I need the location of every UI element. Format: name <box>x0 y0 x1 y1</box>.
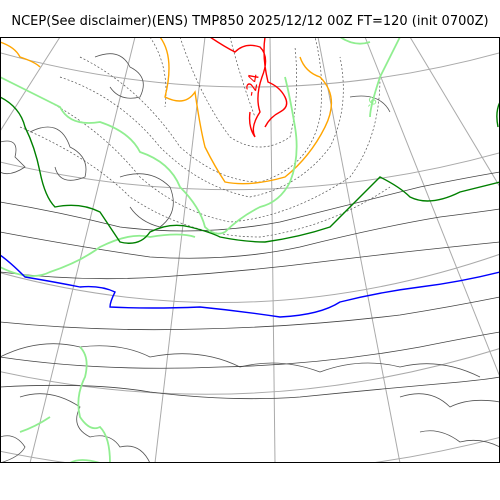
latitude-line <box>0 253 500 304</box>
coastline <box>399 393 500 408</box>
meridian-line <box>317 37 401 463</box>
coastline <box>419 430 500 448</box>
meridian-line <box>29 37 136 463</box>
coastline <box>0 435 26 463</box>
latitude-line <box>0 436 500 463</box>
graticule <box>0 37 500 463</box>
isotherm-lightgreen <box>19 416 51 433</box>
isotherm-green <box>0 96 500 244</box>
contour-label-lightgreen: -6 <box>363 94 380 111</box>
latitude-line <box>0 347 500 395</box>
coastline <box>94 53 144 99</box>
meridian-line <box>269 37 276 463</box>
map-panel: -24 -6 <box>0 37 500 463</box>
isotherm-red <box>209 37 288 138</box>
isotherm <box>0 376 500 400</box>
coastline <box>0 140 26 175</box>
chart-title: NCEP(See disclaimer)(ENS) TMP850 2025/12… <box>11 14 489 29</box>
latitude-line <box>0 152 500 191</box>
isotherm-dotted <box>149 37 167 108</box>
isotherm <box>0 208 500 259</box>
isotherm-dotted <box>179 37 297 148</box>
map-canvas: -24 -6 <box>0 37 500 463</box>
contour-label-red: -24 <box>243 72 263 97</box>
isotherm-dotted <box>59 56 344 198</box>
coastline <box>119 173 174 228</box>
isotherm-lightgreen <box>77 346 111 463</box>
isotherm-dotted <box>229 37 256 118</box>
isotherm <box>0 296 500 331</box>
isotherm-dotted <box>79 37 322 183</box>
meridian-line <box>0 37 61 133</box>
meridian-line <box>364 37 500 378</box>
coastline <box>349 95 391 113</box>
isotherm-orange <box>0 37 333 185</box>
isotherm-dotted <box>39 76 381 223</box>
coastline <box>29 126 87 181</box>
coastline <box>19 393 151 463</box>
coastline <box>0 343 481 378</box>
isotherm-dotted <box>19 126 391 238</box>
isotherm-lightgreen <box>0 233 196 277</box>
isotherm <box>0 331 500 369</box>
isotherms-thin <box>0 171 500 400</box>
isotherm <box>0 171 500 232</box>
meridian-line <box>409 37 500 188</box>
isotherms-dotted <box>19 37 391 238</box>
latitude-line <box>0 52 500 88</box>
isotherm-lightgreen <box>0 76 298 235</box>
isotherm-blue <box>0 254 500 318</box>
isotherms-lightgreen <box>0 37 401 463</box>
isotherm-lightgreen <box>339 37 401 118</box>
isotherm <box>0 241 500 280</box>
meridian-line <box>154 37 206 463</box>
coastlines <box>0 53 500 463</box>
